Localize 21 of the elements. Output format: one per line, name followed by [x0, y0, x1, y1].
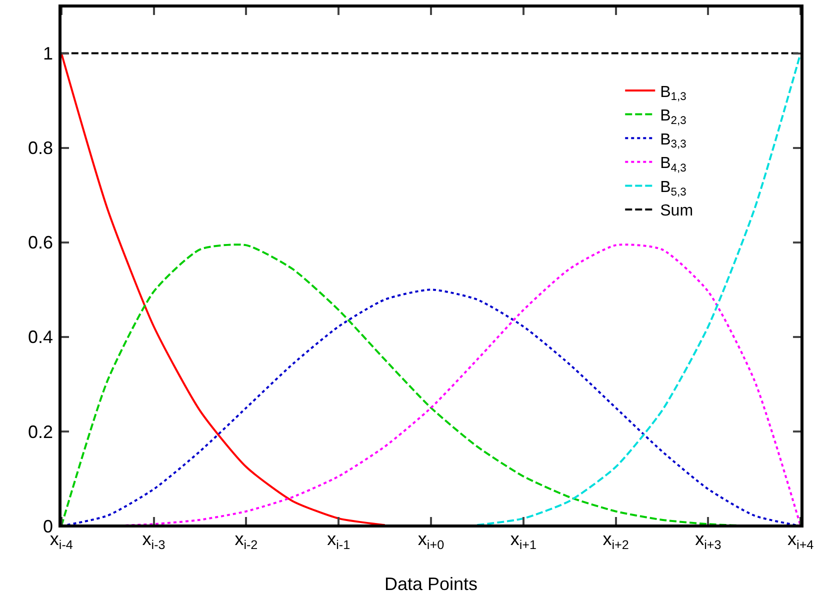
- x-tick-label: x$_{i-3}$: [142, 529, 166, 552]
- y-tick-label: 0: [42, 516, 53, 536]
- x-tick-label: x$_{i+2}$: [602, 529, 629, 552]
- legend-label: B$_{3,3}$: [660, 131, 686, 151]
- x-tick-label: x$_{i+0}$: [418, 529, 444, 552]
- y-tick-label: 0.4: [28, 327, 53, 348]
- x-tick-label: x$_{i+4}$: [788, 529, 814, 552]
- y-tick-label: 1: [42, 44, 53, 64]
- x-tick-label: x$_{i-1}$: [327, 529, 350, 552]
- y-tick-label: 0.8: [28, 138, 53, 158]
- x-tick-label: x$_{i+3}$: [695, 529, 722, 552]
- x-tick-label: x$_{i-2}$: [234, 529, 258, 552]
- x-tick-label: x$_{i+1}$: [510, 529, 536, 552]
- legend-label: B$_{4,3}$: [660, 155, 686, 174]
- legend-label: B$_{1,3}$: [660, 84, 686, 104]
- x-axis-title: Data Points: [384, 574, 478, 594]
- legend-label: B$_{5,3}$: [660, 178, 686, 198]
- y-tick-label: 0.6: [28, 232, 53, 253]
- legend-label: B$_{2,3}$: [660, 108, 686, 127]
- line-series: [60, 52, 386, 526]
- y-tick-label: 0.2: [28, 422, 53, 442]
